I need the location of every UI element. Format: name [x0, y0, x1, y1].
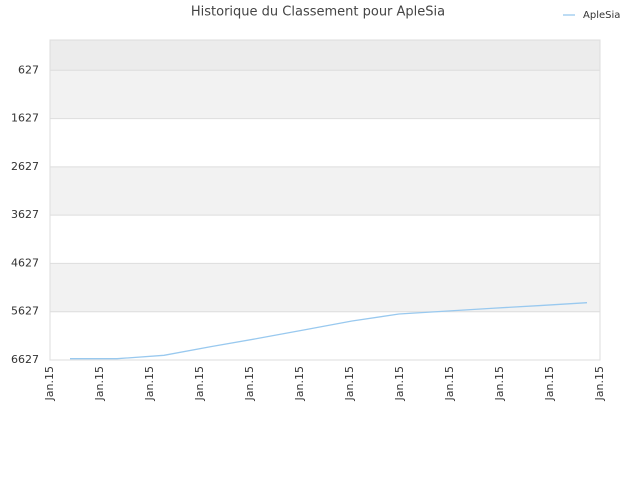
y-tick-label: 1627 [11, 112, 39, 125]
x-tick-label: Jan.15 [193, 366, 206, 401]
chart-title: Historique du Classement pour ApleSia [191, 5, 445, 20]
plot-band [50, 118, 600, 167]
y-tick-label: 5627 [11, 305, 39, 318]
x-tick-label: Jan.15 [43, 366, 56, 401]
legend-label: ApleSia [583, 10, 620, 21]
y-tick-label: 627 [18, 63, 39, 76]
plot-band [50, 215, 600, 264]
x-tick-label: Jan.15 [143, 366, 156, 401]
x-tick-label: Jan.15 [243, 366, 256, 401]
x-tick-label: Jan.15 [593, 366, 606, 401]
plot-border [49, 39, 601, 361]
x-tick-label: Jan.15 [543, 366, 556, 401]
plot-band [50, 166, 600, 216]
y-tick-label: 3627 [11, 208, 39, 221]
x-tick-label: Jan.15 [443, 366, 456, 401]
x-tick-label: Jan.15 [93, 366, 106, 401]
plot-band [50, 311, 600, 360]
x-tick-label: Jan.15 [293, 366, 306, 401]
plot-band [50, 263, 600, 312]
y-tick-label: 6627 [11, 353, 39, 366]
y-tick-label: 2627 [11, 160, 39, 173]
y-tick-label: 4627 [11, 256, 39, 269]
data-line [70, 302, 588, 360]
plot-band [50, 70, 600, 119]
x-tick-label: Jan.15 [393, 366, 406, 401]
x-tick-label: Jan.15 [493, 366, 506, 401]
plot-band [50, 40, 600, 71]
x-tick-label: Jan.15 [343, 366, 356, 401]
